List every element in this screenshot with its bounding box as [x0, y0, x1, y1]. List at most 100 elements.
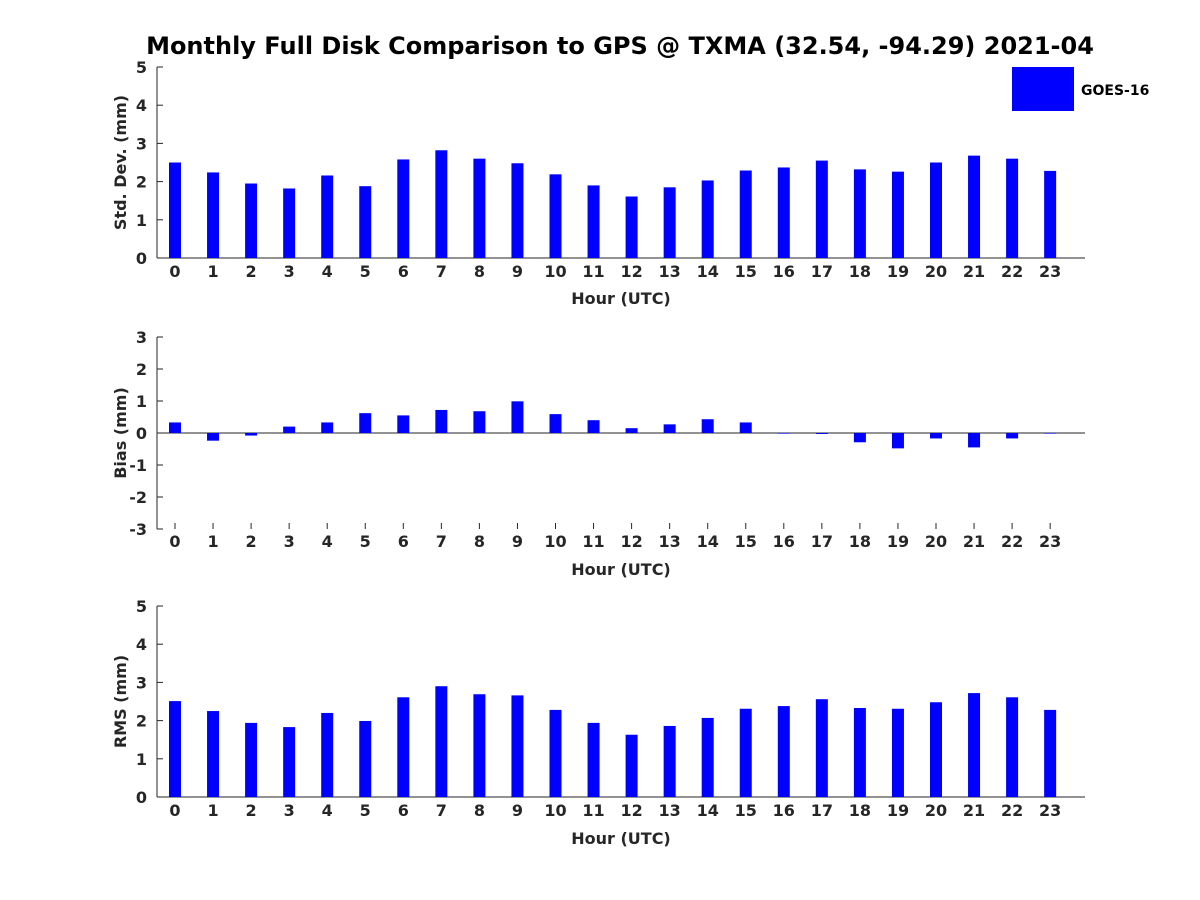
y-tick-label: -3 [129, 520, 147, 539]
y-axis-label: Std. Dev. (mm) [111, 95, 130, 230]
x-tick-label: 23 [1039, 801, 1061, 820]
x-tick-label: 10 [544, 801, 566, 820]
y-tick-label: -1 [129, 456, 147, 475]
x-tick-label: 14 [697, 801, 719, 820]
bar [1044, 433, 1057, 434]
x-tick-label: 11 [582, 262, 604, 281]
bar [1044, 709, 1057, 797]
x-tick-label: 17 [811, 801, 833, 820]
x-tick-label: 15 [735, 532, 757, 551]
bar [739, 422, 752, 433]
y-tick-label: 1 [136, 211, 147, 230]
x-tick-label: 10 [544, 532, 566, 551]
bar [511, 695, 524, 797]
bar [663, 424, 676, 433]
x-tick-label: 15 [735, 801, 757, 820]
x-tick-label: 3 [284, 532, 295, 551]
x-tick-label: 16 [773, 262, 795, 281]
x-tick-label: 6 [398, 801, 409, 820]
chart-title: Monthly Full Disk Comparison to GPS @ TX… [146, 32, 1094, 60]
bar [777, 706, 790, 797]
x-tick-label: 2 [246, 262, 257, 281]
x-tick-label: 12 [620, 801, 642, 820]
y-tick-label: 3 [136, 134, 147, 153]
bar [245, 183, 258, 258]
bar [1006, 158, 1019, 258]
x-tick-label: 20 [925, 262, 947, 281]
y-tick-label: 3 [136, 328, 147, 347]
y-tick-label: 0 [136, 249, 147, 268]
bar [207, 433, 220, 441]
bar [625, 196, 638, 258]
x-tick-label: 2 [246, 532, 257, 551]
x-tick-label: 21 [963, 801, 985, 820]
x-tick-label: 18 [849, 532, 871, 551]
bar [853, 169, 866, 258]
bar [777, 167, 790, 258]
x-tick-label: 4 [322, 262, 333, 281]
x-tick-label: 17 [811, 262, 833, 281]
y-tick-label: 1 [136, 750, 147, 769]
y-tick-label: 2 [136, 712, 147, 731]
bar [435, 409, 448, 433]
bar [549, 414, 562, 433]
bar [283, 727, 296, 797]
x-tick-label: 19 [887, 801, 909, 820]
bar [245, 433, 258, 436]
bar [435, 150, 448, 258]
x-tick-label: 7 [436, 262, 447, 281]
x-tick-label: 23 [1039, 532, 1061, 551]
bar [435, 686, 448, 797]
y-tick-label: 3 [136, 673, 147, 692]
x-tick-label: 13 [659, 801, 681, 820]
bar [511, 401, 524, 433]
x-tick-label: 16 [773, 532, 795, 551]
x-tick-label: 22 [1001, 532, 1023, 551]
bar [891, 433, 904, 449]
bar [777, 433, 790, 434]
bar [930, 433, 942, 439]
x-axis-label: Hour (UTC) [571, 560, 671, 579]
x-tick-label: 1 [207, 262, 218, 281]
bar [701, 180, 714, 258]
bar [283, 188, 296, 258]
bar [245, 722, 258, 797]
x-tick-label: 19 [887, 532, 909, 551]
x-tick-label: 2 [246, 801, 257, 820]
x-tick-label: 16 [773, 801, 795, 820]
x-tick-label: 3 [284, 801, 295, 820]
bar [169, 162, 181, 258]
bar [321, 422, 334, 433]
x-tick-label: 0 [169, 801, 180, 820]
x-tick-label: 20 [925, 532, 947, 551]
x-tick-label: 14 [697, 532, 719, 551]
x-tick-label: 14 [697, 262, 719, 281]
y-tick-label: 0 [136, 788, 147, 807]
bar [701, 717, 714, 797]
bar [587, 722, 600, 797]
bar [930, 702, 942, 797]
bar [587, 185, 600, 258]
x-axis-label: Hour (UTC) [571, 289, 671, 308]
x-tick-label: 4 [322, 532, 333, 551]
bar [169, 422, 181, 433]
x-tick-label: 22 [1001, 801, 1023, 820]
bar [891, 171, 904, 258]
x-tick-label: 8 [474, 801, 485, 820]
x-tick-label: 9 [512, 262, 523, 281]
bar [1006, 433, 1019, 439]
bar [815, 433, 828, 434]
bar [397, 159, 410, 258]
x-tick-label: 18 [849, 801, 871, 820]
x-tick-label: 5 [360, 262, 371, 281]
x-tick-label: 15 [735, 262, 757, 281]
x-tick-label: 4 [322, 801, 333, 820]
y-tick-label: 4 [136, 96, 147, 115]
bar [739, 170, 752, 258]
bar [359, 413, 372, 433]
x-tick-label: 1 [207, 532, 218, 551]
